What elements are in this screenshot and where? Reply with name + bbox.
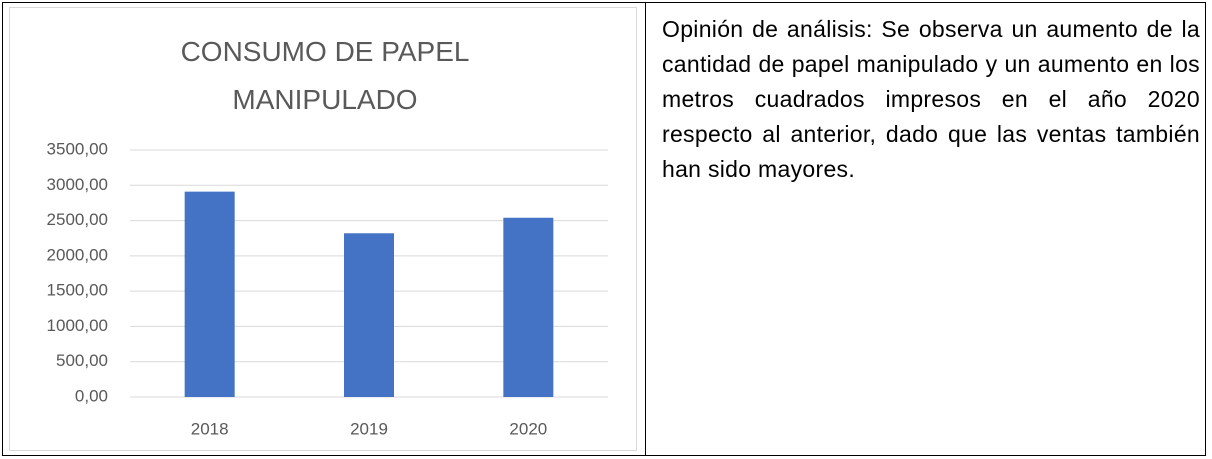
bar (503, 217, 554, 397)
cell-divider (645, 2, 646, 456)
y-tick-label: 2500,00 (47, 210, 108, 229)
x-tick-label: 2020 (509, 419, 547, 438)
y-tick-label: 1500,00 (47, 281, 108, 300)
bar (344, 233, 394, 397)
y-tick-label: 1000,00 (47, 316, 108, 335)
y-tick-label: 3000,00 (47, 175, 108, 194)
y-tick-label: 2000,00 (47, 245, 108, 264)
chart-frame (9, 7, 637, 451)
analysis-text: Opinión de análisis: Se observa un aumen… (662, 16, 1200, 182)
x-tick-label: 2019 (350, 419, 388, 438)
bar (184, 191, 235, 397)
x-tick-label: 2018 (191, 419, 229, 438)
chart: 0,00 500,00 1000,00 1500,00 2000,00 2500,00 30… (47, 139, 608, 438)
y-tick-label: 0,00 (75, 386, 108, 405)
y-tick-label: 500,00 (56, 351, 108, 370)
y-tick-label: 3500,00 (47, 139, 108, 158)
chart-title: CONSUMO DE PAPEL MANIPULADO (180, 36, 470, 115)
